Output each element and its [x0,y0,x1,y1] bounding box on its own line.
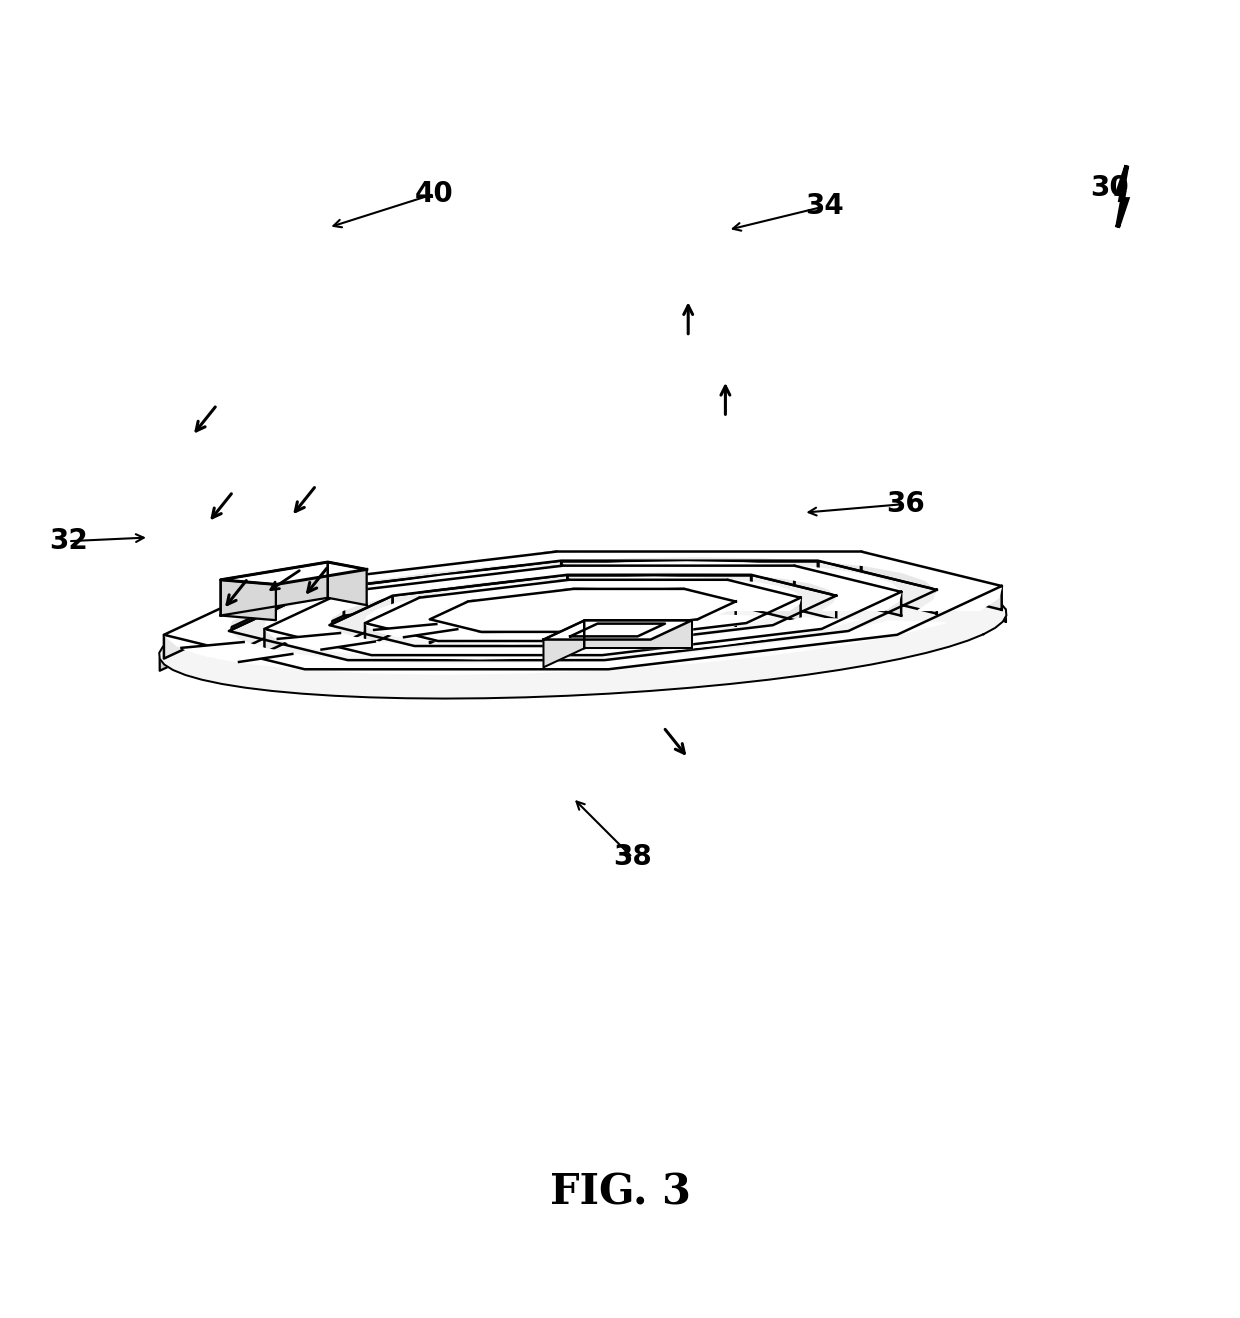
Text: FIG. 3: FIG. 3 [549,1172,691,1213]
Polygon shape [265,575,557,622]
Polygon shape [221,561,367,584]
Polygon shape [374,623,458,637]
Polygon shape [573,589,684,613]
Polygon shape [543,621,584,667]
Polygon shape [684,589,735,625]
Text: 40: 40 [414,181,454,208]
Polygon shape [160,609,265,671]
Text: 38: 38 [613,844,652,871]
Polygon shape [430,587,735,634]
Text: 36: 36 [885,490,925,518]
Polygon shape [419,580,569,622]
Polygon shape [728,580,801,622]
Polygon shape [330,596,393,648]
Polygon shape [164,587,269,659]
Polygon shape [864,575,1006,622]
Polygon shape [562,560,818,584]
Polygon shape [221,561,327,616]
Polygon shape [164,547,1002,673]
Polygon shape [569,580,728,604]
Polygon shape [568,575,751,598]
Polygon shape [159,569,1007,699]
Text: 34: 34 [805,192,844,220]
Polygon shape [327,561,367,605]
Polygon shape [861,551,1002,610]
Polygon shape [269,551,557,610]
Polygon shape [467,589,573,625]
Polygon shape [343,565,563,616]
Polygon shape [818,560,936,614]
Polygon shape [229,589,317,655]
Polygon shape [751,575,836,619]
Polygon shape [563,565,794,589]
Polygon shape [365,597,419,647]
Polygon shape [221,580,275,621]
Polygon shape [794,565,901,616]
Polygon shape [393,575,568,619]
Text: 30: 30 [1090,174,1130,202]
Polygon shape [557,575,864,587]
Polygon shape [278,633,374,650]
Polygon shape [543,621,692,639]
Polygon shape [317,560,562,614]
Polygon shape [365,577,801,643]
Polygon shape [557,551,861,576]
Polygon shape [264,561,901,659]
Polygon shape [430,601,467,643]
Polygon shape [584,621,692,648]
Polygon shape [181,642,293,662]
Polygon shape [264,592,343,652]
Text: 32: 32 [48,527,88,555]
